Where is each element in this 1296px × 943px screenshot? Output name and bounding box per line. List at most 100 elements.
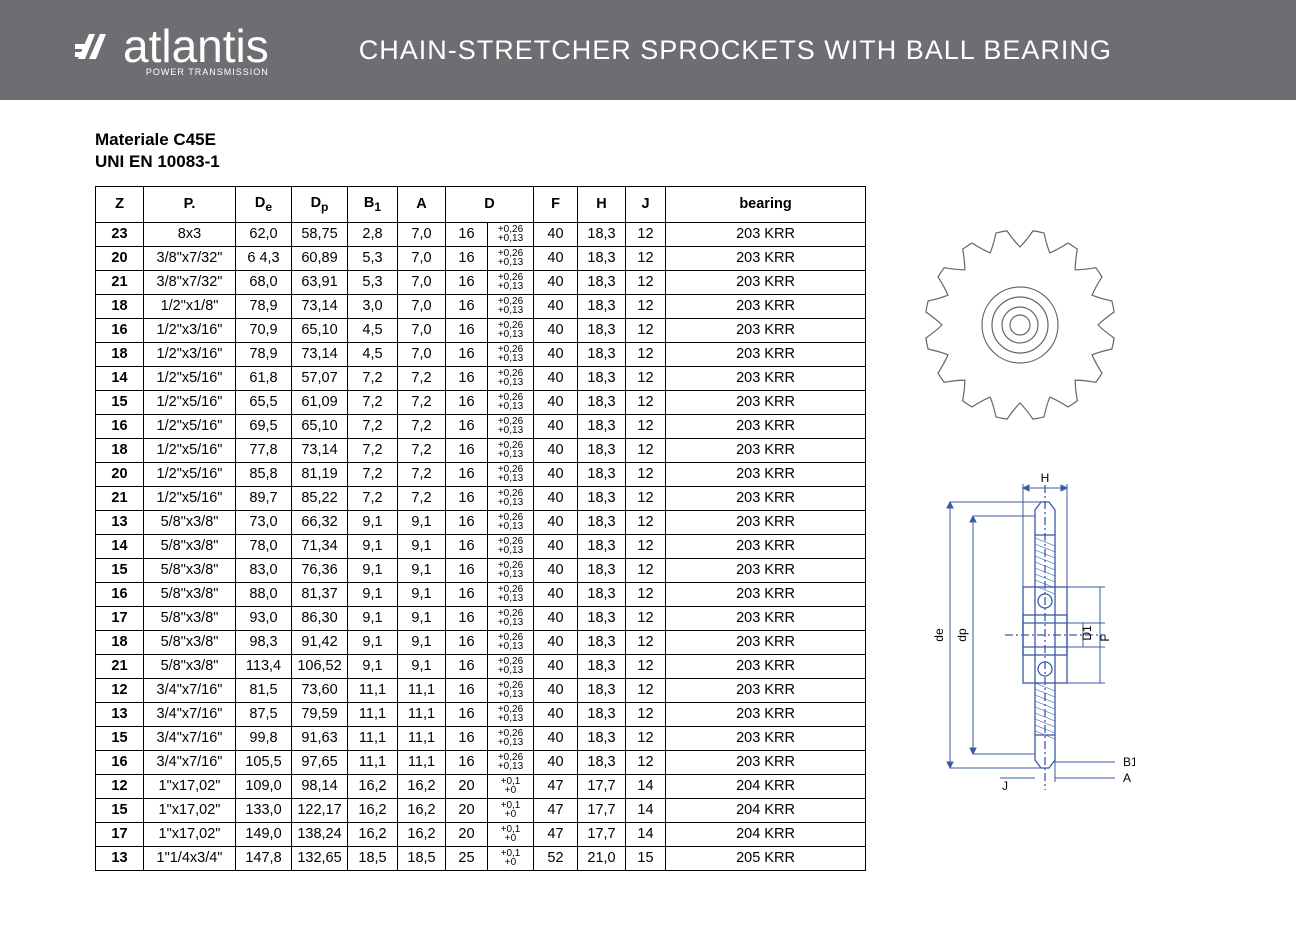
cell-j: 14 <box>626 774 666 798</box>
cell-b1: 7,2 <box>348 486 398 510</box>
cell-j: 12 <box>626 294 666 318</box>
cell-j: 12 <box>626 318 666 342</box>
cell-h: 18,3 <box>578 654 626 678</box>
cell-j: 12 <box>626 486 666 510</box>
col-h: H <box>578 187 626 223</box>
cell-bearing: 203 KRR <box>666 702 866 726</box>
cell-a: 7,2 <box>398 414 446 438</box>
cell-d-num: 20 <box>446 822 488 846</box>
cell-z: 17 <box>96 606 144 630</box>
col-b1: B1 <box>348 187 398 223</box>
cell-b1: 9,1 <box>348 510 398 534</box>
cell-bearing: 204 KRR <box>666 774 866 798</box>
cell-dp: 79,59 <box>292 702 348 726</box>
cell-de: 99,8 <box>236 726 292 750</box>
cell-de: 70,9 <box>236 318 292 342</box>
cell-b1: 16,2 <box>348 774 398 798</box>
cell-p: 8x3 <box>144 222 236 246</box>
cell-p: 1/2"x3/16" <box>144 318 236 342</box>
brand-subtitle: POWER TRANSMISSION <box>75 67 269 77</box>
cell-d-tol: +0,26+0,13 <box>488 270 534 294</box>
cell-de: 113,4 <box>236 654 292 678</box>
cell-j: 12 <box>626 342 666 366</box>
cell-dp: 85,22 <box>292 486 348 510</box>
table-row: 151/2"x5/16"65,561,097,27,216+0,26+0,134… <box>96 390 866 414</box>
table-row: 165/8"x3/8"88,081,379,19,116+0,26+0,1340… <box>96 582 866 606</box>
table-row: 213/8"x7/32"68,063,915,37,016+0,26+0,134… <box>96 270 866 294</box>
cell-d-num: 16 <box>446 726 488 750</box>
table-row: 161/2"x5/16"69,565,107,27,216+0,26+0,134… <box>96 414 866 438</box>
page-title: CHAIN-STRETCHER SPROCKETS WITH BALL BEAR… <box>359 35 1112 66</box>
cell-f: 40 <box>534 510 578 534</box>
cell-d-num: 25 <box>446 846 488 870</box>
cell-f: 47 <box>534 774 578 798</box>
cell-h: 18,3 <box>578 582 626 606</box>
cell-j: 12 <box>626 246 666 270</box>
cell-b1: 11,1 <box>348 750 398 774</box>
cell-bearing: 203 KRR <box>666 294 866 318</box>
cell-d-num: 16 <box>446 654 488 678</box>
cell-b1: 9,1 <box>348 654 398 678</box>
cell-p: 3/4"x7/16" <box>144 726 236 750</box>
cell-f: 40 <box>534 726 578 750</box>
col-d: D <box>446 187 534 223</box>
cell-p: 1/2"x5/16" <box>144 414 236 438</box>
brand-logo: atlantis POWER TRANSMISSION <box>75 23 269 77</box>
cell-b1: 5,3 <box>348 270 398 294</box>
cell-h: 18,3 <box>578 414 626 438</box>
cell-de: 147,8 <box>236 846 292 870</box>
cell-a: 9,1 <box>398 654 446 678</box>
cell-b1: 18,5 <box>348 846 398 870</box>
cell-p: 3/8"x7/32" <box>144 270 236 294</box>
cell-z: 23 <box>96 222 144 246</box>
svg-text:D1: D1 <box>1080 625 1094 641</box>
cell-de: 133,0 <box>236 798 292 822</box>
cell-j: 12 <box>626 750 666 774</box>
cell-p: 5/8"x3/8" <box>144 606 236 630</box>
cell-h: 18,3 <box>578 510 626 534</box>
cell-h: 18,3 <box>578 534 626 558</box>
cell-b1: 9,1 <box>348 582 398 606</box>
cell-p: 5/8"x3/8" <box>144 654 236 678</box>
cell-bearing: 203 KRR <box>666 654 866 678</box>
cell-bearing: 203 KRR <box>666 414 866 438</box>
cell-d-num: 20 <box>446 798 488 822</box>
cell-de: 109,0 <box>236 774 292 798</box>
cell-a: 9,1 <box>398 534 446 558</box>
cell-dp: 97,65 <box>292 750 348 774</box>
table-header-row: Z P. De Dp B1 A D F H J bearing <box>96 187 866 223</box>
cell-h: 18,3 <box>578 366 626 390</box>
cell-f: 47 <box>534 822 578 846</box>
cell-z: 15 <box>96 390 144 414</box>
cell-bearing: 203 KRR <box>666 630 866 654</box>
cell-dp: 76,36 <box>292 558 348 582</box>
cell-dp: 65,10 <box>292 414 348 438</box>
cell-j: 12 <box>626 366 666 390</box>
cell-j: 12 <box>626 558 666 582</box>
table-row: 121"x17,02"109,098,1416,216,220+0,1+0471… <box>96 774 866 798</box>
cell-h: 21,0 <box>578 846 626 870</box>
cell-d-tol: +0,26+0,13 <box>488 582 534 606</box>
cell-a: 7,0 <box>398 270 446 294</box>
cell-d-tol: +0,26+0,13 <box>488 534 534 558</box>
cell-p: 5/8"x3/8" <box>144 630 236 654</box>
spec-table: Z P. De Dp B1 A D F H J bearing 238x362,… <box>95 186 866 871</box>
cell-b1: 7,2 <box>348 366 398 390</box>
cell-z: 21 <box>96 654 144 678</box>
cell-p: 1/2"x3/16" <box>144 342 236 366</box>
cell-d-num: 16 <box>446 558 488 582</box>
cell-d-tol: +0,26+0,13 <box>488 438 534 462</box>
table-row: 151"x17,02"133,0122,1716,216,220+0,1+047… <box>96 798 866 822</box>
cell-j: 12 <box>626 390 666 414</box>
svg-text:B1: B1 <box>1123 755 1135 769</box>
cell-d-num: 16 <box>446 342 488 366</box>
cell-b1: 9,1 <box>348 630 398 654</box>
cell-a: 11,1 <box>398 726 446 750</box>
cell-bearing: 203 KRR <box>666 510 866 534</box>
cell-de: 89,7 <box>236 486 292 510</box>
cell-z: 13 <box>96 510 144 534</box>
cell-d-num: 16 <box>446 270 488 294</box>
cell-de: 62,0 <box>236 222 292 246</box>
table-row: 141/2"x5/16"61,857,077,27,216+0,26+0,134… <box>96 366 866 390</box>
cell-z: 14 <box>96 534 144 558</box>
